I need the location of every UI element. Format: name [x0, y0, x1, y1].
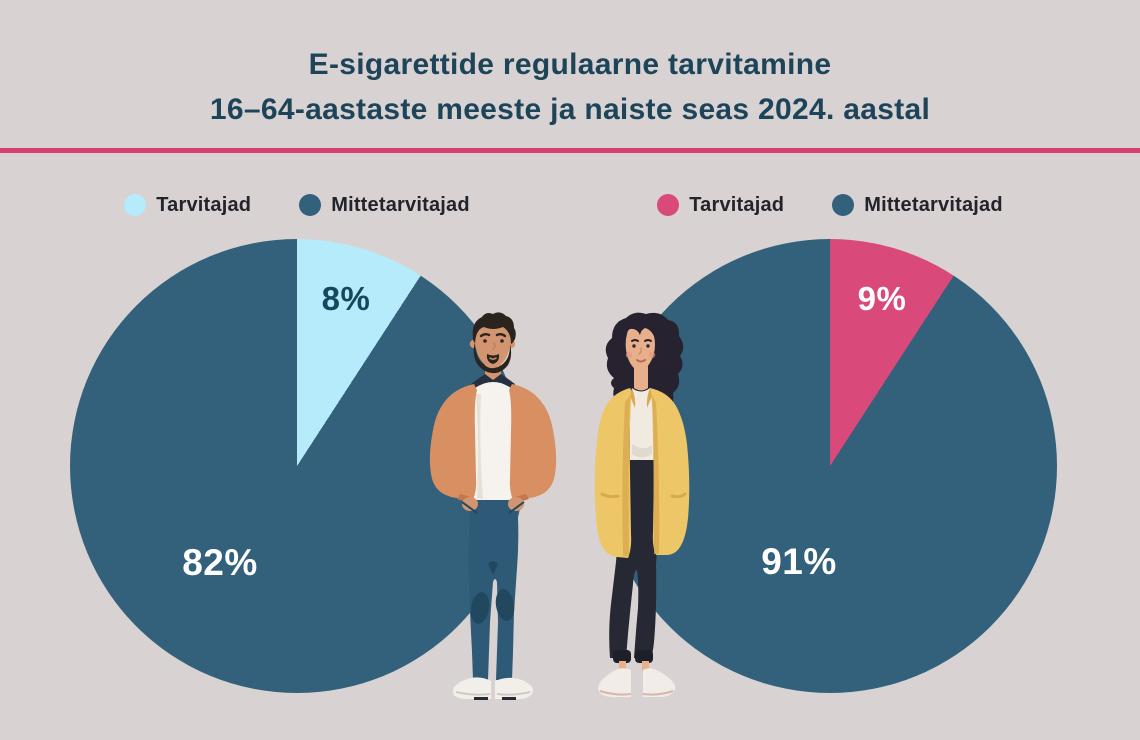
- page-title: E-sigarettide regulaarne tarvitamine 16–…: [0, 42, 1140, 132]
- legend-item-nonusers: Mittetarvitajad: [832, 194, 1003, 217]
- legend-item-users: Tarvitajad: [657, 194, 784, 217]
- legend-dot-users-icon: [657, 194, 680, 216]
- legend-men: Tarvitajad Mittetarvitajad: [70, 192, 524, 218]
- slice-label-nonusers: 82%: [182, 542, 258, 583]
- legend-label-users: Tarvitajad: [689, 193, 785, 216]
- legend-label-nonusers: Mittetarvitajad: [864, 193, 1003, 216]
- slice-label-nonusers: 91%: [761, 541, 837, 582]
- legend-dot-nonusers-icon: [832, 194, 855, 216]
- title-line-1: E-sigarettide regulaarne tarvitamine: [308, 48, 832, 81]
- woman-illustration: [588, 312, 708, 702]
- title-line-2: 16–64-aastaste meeste ja naiste seas 202…: [209, 93, 931, 126]
- slice-label-users: 9%: [857, 280, 907, 317]
- title-divider: [0, 148, 1140, 153]
- man-illustration: [418, 312, 575, 702]
- legend-label-users: Tarvitajad: [156, 193, 252, 216]
- slice-label-users: 8%: [321, 280, 371, 317]
- legend-women: Tarvitajad Mittetarvitajad: [603, 192, 1057, 218]
- legend-dot-nonusers-icon: [299, 194, 322, 216]
- legend-dot-users-icon: [124, 194, 147, 216]
- man-standing-icon: [429, 312, 557, 700]
- legend-item-users: Tarvitajad: [124, 194, 251, 217]
- legend-item-nonusers: Mittetarvitajad: [299, 194, 470, 217]
- legend-label-nonusers: Mittetarvitajad: [331, 193, 470, 216]
- woman-standing-icon: [594, 312, 690, 697]
